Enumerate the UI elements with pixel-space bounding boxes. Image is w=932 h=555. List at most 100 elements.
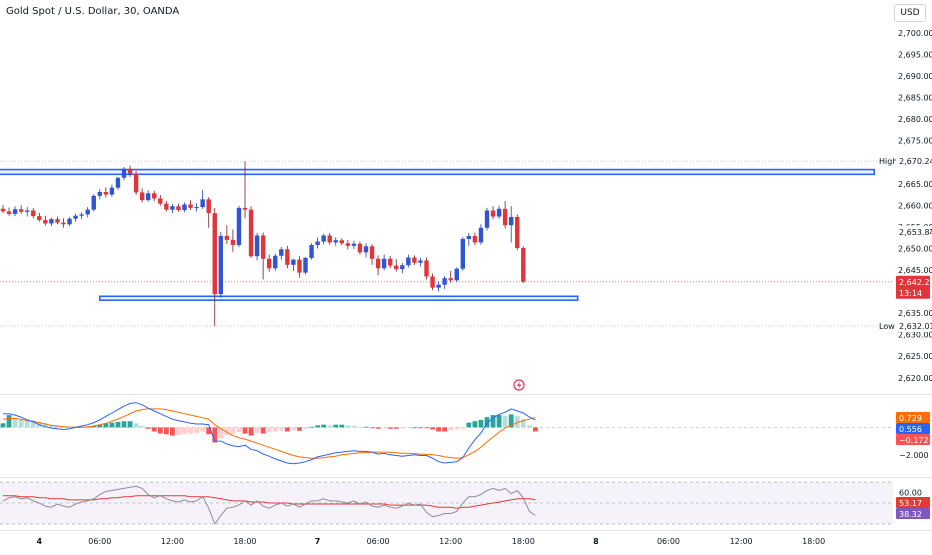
candle[interactable]	[351, 243, 357, 246]
candle[interactable]	[242, 207, 248, 210]
candle[interactable]	[430, 276, 435, 288]
candle[interactable]	[333, 240, 338, 243]
candle[interactable]	[478, 227, 484, 243]
candle[interactable]	[315, 241, 320, 245]
candle[interactable]	[448, 278, 453, 281]
candle[interactable]	[103, 191, 109, 195]
candle[interactable]	[158, 198, 163, 204]
candle[interactable]	[303, 257, 308, 273]
candle[interactable]	[224, 235, 230, 240]
candle[interactable]	[127, 168, 133, 174]
candle[interactable]	[115, 177, 121, 188]
candle[interactable]	[206, 199, 211, 214]
candle[interactable]	[460, 238, 465, 269]
candle[interactable]	[418, 260, 423, 263]
candle[interactable]	[121, 168, 127, 178]
candle[interactable]	[49, 219, 54, 224]
candle[interactable]	[218, 235, 223, 295]
candle[interactable]	[6, 211, 12, 214]
candle[interactable]	[484, 210, 490, 228]
candle[interactable]	[466, 235, 472, 239]
candle[interactable]	[454, 268, 459, 281]
candle[interactable]	[496, 208, 502, 217]
candle[interactable]	[212, 213, 217, 295]
candle[interactable]	[285, 249, 290, 265]
candle[interactable]	[176, 206, 181, 211]
candle[interactable]	[521, 248, 526, 282]
candle[interactable]	[357, 243, 363, 253]
candle[interactable]	[79, 214, 84, 216]
candle[interactable]	[37, 216, 42, 220]
candle[interactable]	[406, 257, 411, 266]
candle[interactable]	[369, 246, 375, 259]
candle[interactable]	[25, 210, 30, 212]
candle[interactable]	[327, 235, 332, 243]
candle[interactable]	[133, 173, 139, 193]
candle[interactable]	[490, 210, 496, 217]
candle[interactable]	[67, 218, 72, 225]
support-zone[interactable]	[99, 295, 579, 301]
candle[interactable]	[236, 207, 242, 245]
candle[interactable]	[139, 192, 145, 201]
macd-value-badge	[896, 434, 930, 445]
candle[interactable]	[200, 199, 205, 208]
candle[interactable]	[515, 216, 520, 249]
candle[interactable]	[164, 203, 169, 210]
candle[interactable]	[509, 216, 514, 226]
candle[interactable]	[31, 210, 36, 217]
candle[interactable]	[273, 255, 278, 269]
price-axis-label: 2,635.000	[898, 309, 932, 318]
candle[interactable]	[394, 265, 399, 270]
candle[interactable]	[381, 258, 387, 269]
candle[interactable]	[146, 193, 151, 201]
macd-histogram-bar	[230, 427, 236, 434]
macd-histogram-bar	[460, 427, 466, 429]
candle[interactable]	[321, 235, 326, 242]
candle[interactable]	[267, 258, 272, 269]
candle[interactable]	[400, 265, 405, 270]
macd-histogram-bar	[6, 415, 12, 428]
candle[interactable]	[297, 259, 302, 273]
candle[interactable]	[182, 204, 187, 211]
candle[interactable]	[85, 209, 90, 215]
macd-line	[3, 402, 536, 465]
candle[interactable]	[424, 260, 429, 277]
macd-value-label: 0.556	[899, 425, 922, 434]
candle[interactable]	[61, 222, 66, 225]
candle[interactable]	[152, 193, 157, 199]
candle[interactable]	[260, 235, 266, 259]
candle[interactable]	[345, 243, 351, 246]
candle[interactable]	[339, 240, 344, 244]
candle[interactable]	[291, 259, 296, 265]
candle[interactable]	[12, 209, 18, 214]
candle[interactable]	[18, 209, 24, 212]
candle[interactable]	[502, 208, 508, 226]
candle[interactable]	[388, 258, 393, 266]
candle[interactable]	[436, 284, 441, 288]
candle[interactable]	[0, 208, 6, 212]
candle[interactable]	[170, 206, 175, 210]
candle[interactable]	[442, 278, 447, 285]
candle[interactable]	[254, 235, 260, 257]
candle[interactable]	[472, 235, 478, 243]
candle[interactable]	[194, 207, 199, 209]
candle[interactable]	[230, 239, 236, 245]
candle[interactable]	[309, 245, 314, 258]
candle[interactable]	[43, 220, 48, 224]
candle[interactable]	[375, 258, 381, 269]
candle[interactable]	[363, 246, 369, 253]
candle[interactable]	[279, 249, 284, 256]
time-axis-label: 18:00	[233, 537, 256, 546]
candle[interactable]	[188, 204, 193, 208]
candle[interactable]	[109, 187, 115, 195]
candle[interactable]	[248, 209, 254, 257]
candle[interactable]	[91, 195, 96, 210]
currency-button[interactable]: USD	[894, 4, 926, 22]
candle[interactable]	[55, 219, 60, 223]
candle[interactable]	[412, 257, 417, 263]
candle[interactable]	[97, 191, 102, 196]
resistance-zone[interactable]	[0, 168, 876, 176]
candle[interactable]	[73, 215, 78, 219]
